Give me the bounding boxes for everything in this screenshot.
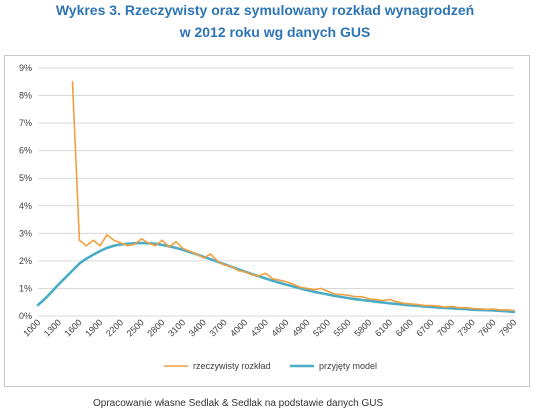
x-tick-label: 3400 <box>187 317 208 338</box>
y-tick-label: 0% <box>19 311 32 321</box>
y-tick-label: 8% <box>19 91 32 101</box>
y-axis-ticks: 0% 1% 2% 3% 4% 5% 6% 7% 8% 9% <box>19 63 32 321</box>
x-axis-ticks: 1000 1300 1600 1900 2200 2500 2800 3100 3400 3700… <box>21 317 518 338</box>
x-tick-label: 3700 <box>207 317 228 338</box>
x-tick-label: 3100 <box>166 317 187 338</box>
x-tick-label: 2200 <box>104 317 125 338</box>
x-tick-label: 4300 <box>249 317 270 338</box>
x-tick-label: 6100 <box>373 317 394 338</box>
y-tick-label: 1% <box>19 283 32 293</box>
x-tick-label: 1300 <box>42 317 63 338</box>
x-tick-label: 5200 <box>311 317 332 338</box>
chart-title-line1: Wykres 3. Rzeczywisty oraz symulowany ro… <box>55 2 475 18</box>
x-tick-label: 4600 <box>270 317 291 338</box>
x-tick-label: 7900 <box>497 317 518 338</box>
x-tick-label: 7600 <box>476 317 497 338</box>
x-tick-label: 2500 <box>125 317 146 338</box>
x-tick-label: 5800 <box>352 317 373 338</box>
legend: rzeczywisty rozkład przyjęty model <box>164 361 377 371</box>
x-tick-label: 1900 <box>83 317 104 338</box>
x-tick-label: 7000 <box>435 317 456 338</box>
y-tick-label: 5% <box>19 173 32 183</box>
y-tick-label: 3% <box>19 228 32 238</box>
chart-frame <box>4 55 530 387</box>
y-tick-label: 4% <box>19 201 32 211</box>
x-tick-label: 4000 <box>228 317 249 338</box>
x-tick-label: 1600 <box>63 317 84 338</box>
legend-label: rzeczywisty rozkład <box>193 361 271 371</box>
source-note: Opracowanie własne Sedlak & Sedlak na po… <box>93 398 384 409</box>
series-lines <box>36 81 516 314</box>
y-tick-label: 6% <box>19 146 32 156</box>
x-tick-label: 4900 <box>290 317 311 338</box>
x-tick-label: 5500 <box>332 317 353 338</box>
y-tick-label: 2% <box>19 256 32 266</box>
grid-lines <box>38 67 514 317</box>
y-tick-label: 7% <box>19 118 32 128</box>
series-line-actual <box>71 81 515 312</box>
series-line-model <box>36 241 516 314</box>
x-tick-label: 6400 <box>394 317 415 338</box>
chart-title-line2: w 2012 roku wg danych GUS <box>179 24 371 40</box>
x-tick-label: 2800 <box>145 317 166 338</box>
x-tick-label: 7300 <box>456 317 477 338</box>
y-tick-label: 9% <box>19 63 32 73</box>
legend-label: przyjęty model <box>319 361 377 371</box>
x-tick-label: 6700 <box>414 317 435 338</box>
